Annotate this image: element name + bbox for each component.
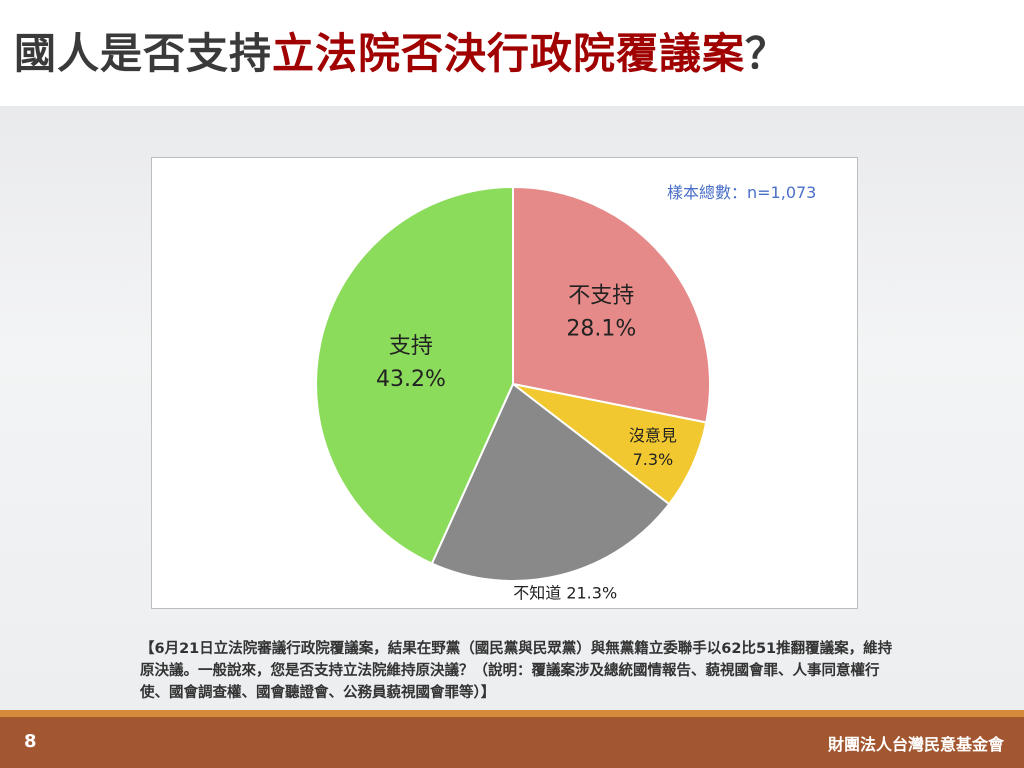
- title-highlight: 立法院否決行政院覆議案: [272, 29, 746, 78]
- slice-support-name: 支持: [389, 334, 433, 359]
- page-title: 國人是否支持立法院否決行政院覆議案？: [14, 20, 788, 81]
- slice-not-support-value: 28.1%: [566, 317, 636, 342]
- title-bar: 國人是否支持立法院否決行政院覆議案？: [0, 0, 1024, 106]
- slice-support: [315, 185, 514, 565]
- organization-name: 財團法人台灣民意基金會: [827, 735, 1004, 754]
- slice-no-opinion-name: 沒意見: [629, 426, 677, 445]
- page-number: 8: [24, 731, 37, 752]
- slice-not-support: [512, 185, 711, 424]
- slice-no-opinion-value: 7.3%: [633, 450, 674, 469]
- chart-panel: 不支持 28.1% 沒意見 7.3% 不知道 21.3% 支持 43.2% 樣本總數：n=1…: [151, 157, 858, 609]
- slice-label-dont-know: 不知道 21.3%: [513, 584, 617, 603]
- footer-bar: 8 財團法人台灣民意基金會: [0, 717, 1024, 768]
- slice-support-value: 43.2%: [376, 367, 446, 392]
- sample-size-label: 樣本總數：n=1,073: [667, 183, 817, 202]
- pie-chart: 不支持 28.1% 沒意見 7.3% 不知道 21.3% 支持 43.2%: [315, 185, 711, 603]
- title-suffix: ？: [745, 29, 789, 78]
- slice-not-support-name: 不支持: [568, 284, 634, 309]
- survey-question-note: 【6月21日立法院審議行政院覆議案，結果在野黨（國民黨與民眾黨）與無黨籍立委聯手…: [140, 641, 893, 701]
- title-prefix: 國人是否支持: [14, 29, 273, 78]
- footer-accent-line: [0, 710, 1024, 717]
